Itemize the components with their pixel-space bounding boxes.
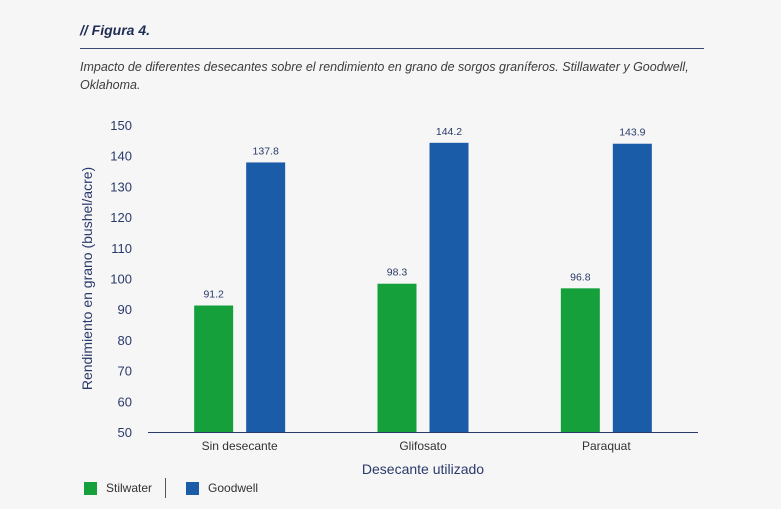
- bar-value-label: 144.2: [436, 126, 462, 138]
- bars: [194, 142, 652, 433]
- category-label: Sin desecante: [202, 439, 278, 453]
- bar-value-label: 91.2: [203, 289, 224, 301]
- bar-value-label: 143.9: [619, 127, 645, 139]
- bar-stilwater-2: [377, 283, 417, 432]
- y-tick-label: 80: [118, 333, 132, 348]
- legend-item-stilwater: Stilwater: [84, 481, 152, 495]
- y-tick-label: 130: [110, 179, 132, 194]
- header-divider: [80, 48, 704, 49]
- bar-goodwell-2: [429, 142, 469, 432]
- legend-label-stilwater: Stilwater: [106, 481, 153, 495]
- x-axis-title: Desecante utilizado: [362, 461, 484, 477]
- y-tick-label: 70: [118, 364, 132, 379]
- bar-value-label: 96.8: [570, 271, 591, 283]
- y-tick-label: 120: [110, 210, 132, 225]
- y-axis-ticks: 50 60 70 80 90 100 110 120 130 140 150: [110, 118, 132, 440]
- bar-value-label: 98.3: [387, 267, 408, 279]
- category-label: Glifosato: [399, 439, 447, 453]
- legend-item-goodwell: Goodwell: [186, 481, 258, 495]
- bar-goodwell-3: [612, 143, 652, 433]
- y-tick-label: 110: [111, 241, 132, 256]
- bar-stilwater-1: [194, 305, 234, 432]
- y-tick-label: 100: [110, 272, 132, 287]
- bar-stilwater-3: [560, 288, 600, 432]
- y-tick-label: 60: [118, 394, 132, 409]
- bar-goodwell-1: [246, 162, 286, 433]
- bar-labels: 91.2 137.8 98.3 144.2 96.8 143.9: [203, 126, 645, 301]
- legend: Stilwater Goodwell: [84, 478, 258, 498]
- legend-swatch-stilwater: [84, 481, 97, 495]
- legend-label-goodwell: Goodwell: [208, 481, 259, 495]
- bar-value-label: 137.8: [253, 145, 279, 157]
- y-tick-label: 140: [110, 149, 132, 164]
- y-tick-label: 90: [118, 302, 132, 317]
- category-labels: Sin desecante Glifosato Paraquat: [202, 439, 632, 453]
- figure-label: // Figura 4.: [80, 22, 151, 38]
- legend-separator: [165, 478, 167, 498]
- y-tick-label: 150: [110, 118, 132, 133]
- category-label: Paraquat: [582, 439, 631, 453]
- y-axis-title: Rendimiento en grano (bushel/acre): [79, 167, 95, 390]
- y-tick-label: 50: [118, 425, 132, 440]
- figure-caption: Impacto de diferentes desecantes sobre e…: [80, 60, 689, 92]
- legend-swatch-goodwell: [186, 481, 200, 495]
